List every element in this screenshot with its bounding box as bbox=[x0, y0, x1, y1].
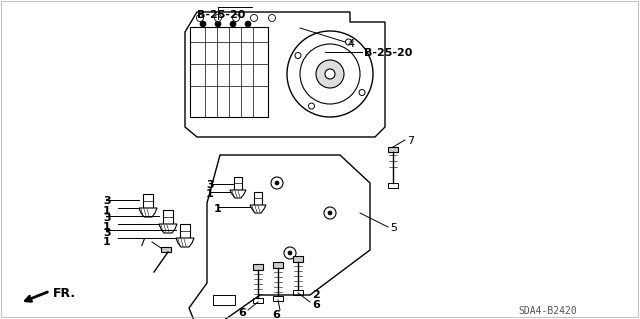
Circle shape bbox=[308, 103, 314, 109]
Text: SDA4-B2420: SDA4-B2420 bbox=[518, 306, 577, 316]
Circle shape bbox=[215, 21, 221, 27]
Bar bbox=[253, 298, 263, 303]
Bar bbox=[273, 262, 283, 268]
Polygon shape bbox=[189, 155, 370, 319]
Circle shape bbox=[287, 31, 373, 117]
Circle shape bbox=[275, 181, 279, 185]
Polygon shape bbox=[250, 205, 266, 213]
Circle shape bbox=[200, 21, 206, 27]
Text: 7: 7 bbox=[407, 136, 414, 146]
Text: 7: 7 bbox=[138, 238, 145, 248]
Circle shape bbox=[250, 14, 257, 21]
Bar bbox=[234, 177, 242, 190]
Circle shape bbox=[196, 14, 204, 21]
Polygon shape bbox=[139, 208, 157, 217]
Polygon shape bbox=[176, 238, 194, 247]
Text: 6: 6 bbox=[238, 308, 246, 318]
Bar bbox=[190, 27, 268, 117]
Circle shape bbox=[230, 21, 236, 27]
Bar bbox=[161, 247, 171, 252]
Bar bbox=[213, 295, 235, 305]
Text: 6: 6 bbox=[312, 300, 320, 310]
Text: 3: 3 bbox=[103, 228, 111, 238]
Circle shape bbox=[295, 53, 301, 58]
Bar bbox=[163, 210, 173, 224]
Text: 1: 1 bbox=[214, 204, 221, 214]
Circle shape bbox=[245, 21, 251, 27]
Text: B-25-20: B-25-20 bbox=[197, 10, 245, 20]
Circle shape bbox=[284, 247, 296, 259]
Polygon shape bbox=[230, 190, 246, 198]
Bar bbox=[388, 147, 398, 152]
Text: 2: 2 bbox=[312, 290, 320, 300]
Text: 1: 1 bbox=[103, 237, 111, 247]
Text: 5: 5 bbox=[390, 223, 397, 233]
Text: 6: 6 bbox=[272, 310, 280, 319]
Circle shape bbox=[214, 14, 221, 21]
Bar bbox=[293, 290, 303, 295]
Bar bbox=[273, 296, 283, 301]
Bar bbox=[180, 224, 190, 238]
Text: 1: 1 bbox=[103, 206, 111, 216]
Text: B-25-20: B-25-20 bbox=[364, 48, 412, 58]
Circle shape bbox=[300, 44, 360, 104]
Circle shape bbox=[324, 207, 336, 219]
Text: 1: 1 bbox=[103, 222, 111, 232]
Text: 3: 3 bbox=[103, 196, 111, 206]
Bar bbox=[293, 256, 303, 262]
Bar bbox=[388, 183, 398, 188]
Circle shape bbox=[325, 69, 335, 79]
Text: 4: 4 bbox=[347, 39, 354, 49]
Circle shape bbox=[359, 90, 365, 95]
Polygon shape bbox=[159, 224, 177, 233]
Circle shape bbox=[346, 39, 351, 45]
Bar bbox=[254, 192, 262, 205]
Circle shape bbox=[269, 14, 275, 21]
Circle shape bbox=[328, 211, 332, 215]
Text: 3: 3 bbox=[103, 213, 111, 223]
Text: 1: 1 bbox=[206, 189, 214, 199]
Circle shape bbox=[271, 177, 283, 189]
Text: 3: 3 bbox=[206, 180, 214, 190]
Polygon shape bbox=[185, 12, 385, 137]
Text: FR.: FR. bbox=[53, 287, 76, 300]
Circle shape bbox=[288, 251, 292, 255]
Bar bbox=[143, 194, 153, 208]
Circle shape bbox=[316, 60, 344, 88]
Bar bbox=[253, 264, 263, 270]
Circle shape bbox=[232, 14, 239, 21]
